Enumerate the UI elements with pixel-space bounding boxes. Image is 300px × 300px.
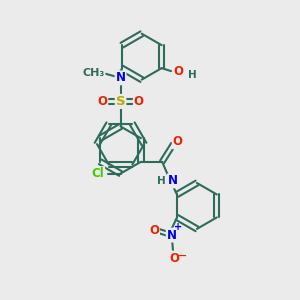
Text: O: O xyxy=(170,252,180,265)
Text: −: − xyxy=(178,251,187,261)
Text: O: O xyxy=(134,95,144,108)
Text: H: H xyxy=(188,70,197,80)
Text: S: S xyxy=(116,95,125,108)
Text: N: N xyxy=(116,71,126,84)
Text: N: N xyxy=(168,174,178,188)
Text: +: + xyxy=(174,222,182,232)
Text: Cl: Cl xyxy=(92,167,104,180)
Text: O: O xyxy=(149,224,159,237)
Text: O: O xyxy=(97,95,107,108)
Text: O: O xyxy=(174,64,184,78)
Text: CH₃: CH₃ xyxy=(82,68,105,78)
Text: O: O xyxy=(173,135,183,148)
Text: H: H xyxy=(157,176,166,186)
Text: N: N xyxy=(167,229,177,242)
